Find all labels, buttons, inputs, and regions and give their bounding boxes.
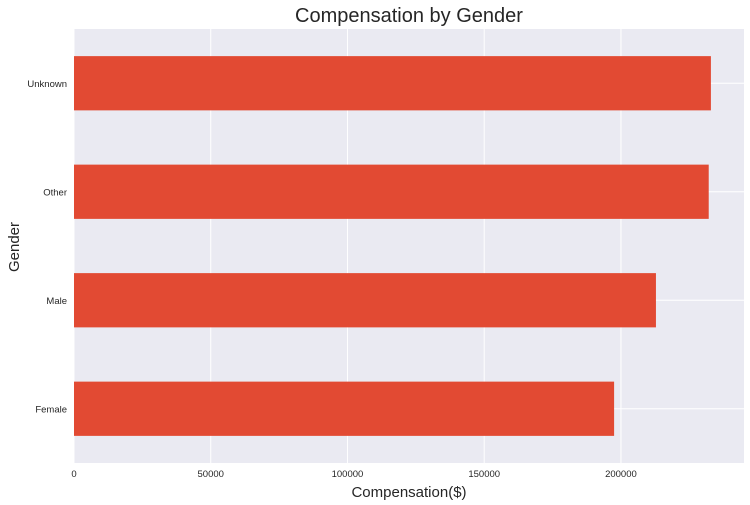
x-axis-label: Compensation($)	[351, 484, 466, 501]
x-tick-label: 100000	[332, 469, 364, 480]
y-tick-labels: Female Male Other Unknown	[27, 79, 67, 416]
y-tick-label: Female	[35, 404, 67, 415]
y-axis-label: Gender	[6, 222, 23, 272]
x-tick-label: 200000	[605, 469, 637, 480]
x-tick-label: 50000	[198, 469, 224, 480]
chart-title: Compensation by Gender	[295, 5, 523, 27]
bar-male	[74, 273, 656, 328]
y-tick-label: Unknown	[27, 79, 67, 90]
bar-other	[74, 164, 709, 219]
bar-unknown	[74, 56, 711, 111]
y-tick-label: Male	[46, 296, 67, 307]
bars	[74, 56, 711, 436]
x-tick-label: 150000	[468, 469, 500, 480]
x-tick-label: 0	[71, 469, 76, 480]
bar-female	[74, 381, 615, 436]
x-tick-labels: 0 50000 100000 150000 200000	[71, 469, 636, 480]
y-tick-label: Other	[43, 187, 67, 198]
